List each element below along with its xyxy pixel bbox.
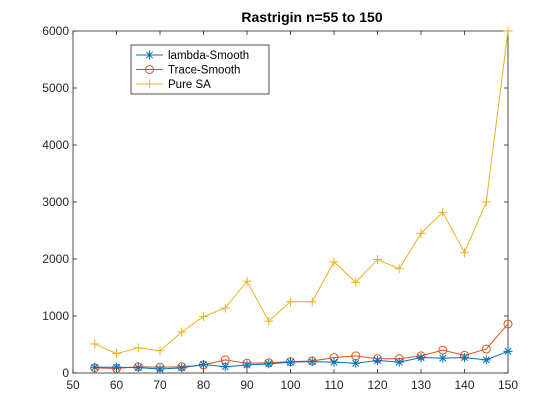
data-point-pure-sa	[438, 207, 448, 217]
legend-marker-lambda-smooth	[145, 50, 154, 60]
data-point-pure-sa	[503, 26, 513, 36]
data-point-lambda-smooth	[155, 364, 165, 374]
x-axis: 50 60 70 80 90 100 110 120 130 140 150	[66, 31, 518, 392]
data-point-lambda-smooth	[177, 363, 187, 373]
x-tick-label: 80	[197, 378, 211, 392]
legend-marker-trace-smooth	[145, 65, 154, 74]
data-point-pure-sa	[460, 248, 469, 258]
legend-entry-pure-sa: Pure SA	[136, 79, 211, 91]
data-point-lambda-smooth	[329, 357, 339, 367]
x-tick-label: 130	[411, 378, 431, 392]
y-tick-label: 5000	[42, 81, 69, 95]
y-tick-label: 6000	[42, 24, 69, 38]
data-point-lambda-smooth	[481, 355, 491, 365]
y-tick-label: 1000	[42, 309, 69, 323]
y-tick-label: 4000	[42, 138, 69, 152]
data-point-lambda-smooth	[199, 359, 208, 369]
data-point-pure-sa	[394, 264, 404, 274]
x-tick-label: 110	[324, 378, 343, 392]
data-point-pure-sa	[177, 327, 187, 337]
data-point-lambda-smooth	[264, 359, 274, 369]
data-point-pure-sa	[199, 312, 208, 322]
legend: lambda-Smooth Trace-Smooth Pure SA	[130, 44, 270, 95]
data-point-lambda-smooth	[351, 358, 361, 368]
data-point-pure-sa	[133, 343, 143, 353]
data-point-lambda-smooth	[112, 362, 121, 372]
x-tick-label: 120	[367, 378, 387, 392]
data-point-lambda-smooth	[242, 360, 252, 370]
legend-marker-pure-sa	[145, 79, 154, 89]
x-tick-label: 90	[240, 378, 254, 392]
data-point-pure-sa	[286, 297, 295, 307]
data-point-pure-sa	[112, 349, 121, 359]
data-point-pure-sa	[329, 257, 339, 267]
y-axis: 0 1000 2000 3000 4000 5000 6000	[42, 24, 508, 380]
data-point-pure-sa	[90, 339, 100, 349]
data-point-pure-sa	[481, 197, 491, 207]
legend-entry-lambda-smooth: lambda-Smooth	[136, 50, 249, 62]
x-tick-label: 150	[498, 378, 518, 392]
data-point-lambda-smooth	[416, 353, 426, 363]
data-point-lambda-smooth	[373, 355, 382, 365]
data-point-lambda-smooth	[503, 346, 513, 356]
chart-title: Rastrigin n=55 to 150	[241, 9, 382, 25]
data-point-trace-smooth	[503, 319, 513, 329]
data-point-lambda-smooth	[394, 357, 404, 367]
x-tick-label: 60	[110, 378, 124, 392]
data-point-pure-sa	[155, 346, 165, 356]
data-point-pure-sa	[242, 276, 252, 286]
legend-label: Trace-Smooth	[168, 65, 240, 77]
legend-label: Pure SA	[168, 79, 211, 91]
y-tick-label: 3000	[42, 195, 69, 209]
x-tick-label: 140	[454, 378, 474, 392]
series-layer	[90, 26, 513, 374]
data-point-lambda-smooth	[133, 363, 143, 373]
series-pure-sa	[90, 26, 513, 359]
data-point-pure-sa	[307, 297, 317, 307]
data-point-lambda-smooth	[307, 357, 317, 367]
data-point-lambda-smooth	[438, 353, 448, 363]
data-point-pure-sa	[264, 316, 274, 326]
y-tick-label: 0	[62, 366, 69, 380]
series-lambda-smooth	[90, 346, 513, 374]
x-tick-label: 50	[66, 378, 80, 392]
data-point-trace-smooth	[481, 344, 491, 354]
data-point-pure-sa	[220, 303, 230, 313]
legend-entry-trace-smooth: Trace-Smooth	[136, 65, 240, 77]
x-tick-label: 100	[280, 378, 300, 392]
series-line-pure-sa	[94, 30, 509, 355]
data-point-pure-sa	[373, 255, 382, 265]
x-tick-label: 70	[153, 378, 167, 392]
data-point-lambda-smooth	[220, 362, 230, 372]
data-point-pure-sa	[416, 228, 426, 238]
data-point-lambda-smooth	[90, 362, 100, 372]
data-point-pure-sa	[351, 277, 361, 287]
legend-label: lambda-Smooth	[168, 50, 249, 62]
data-point-lambda-smooth	[460, 353, 469, 363]
data-point-lambda-smooth	[286, 357, 295, 367]
y-tick-label: 2000	[42, 252, 69, 266]
